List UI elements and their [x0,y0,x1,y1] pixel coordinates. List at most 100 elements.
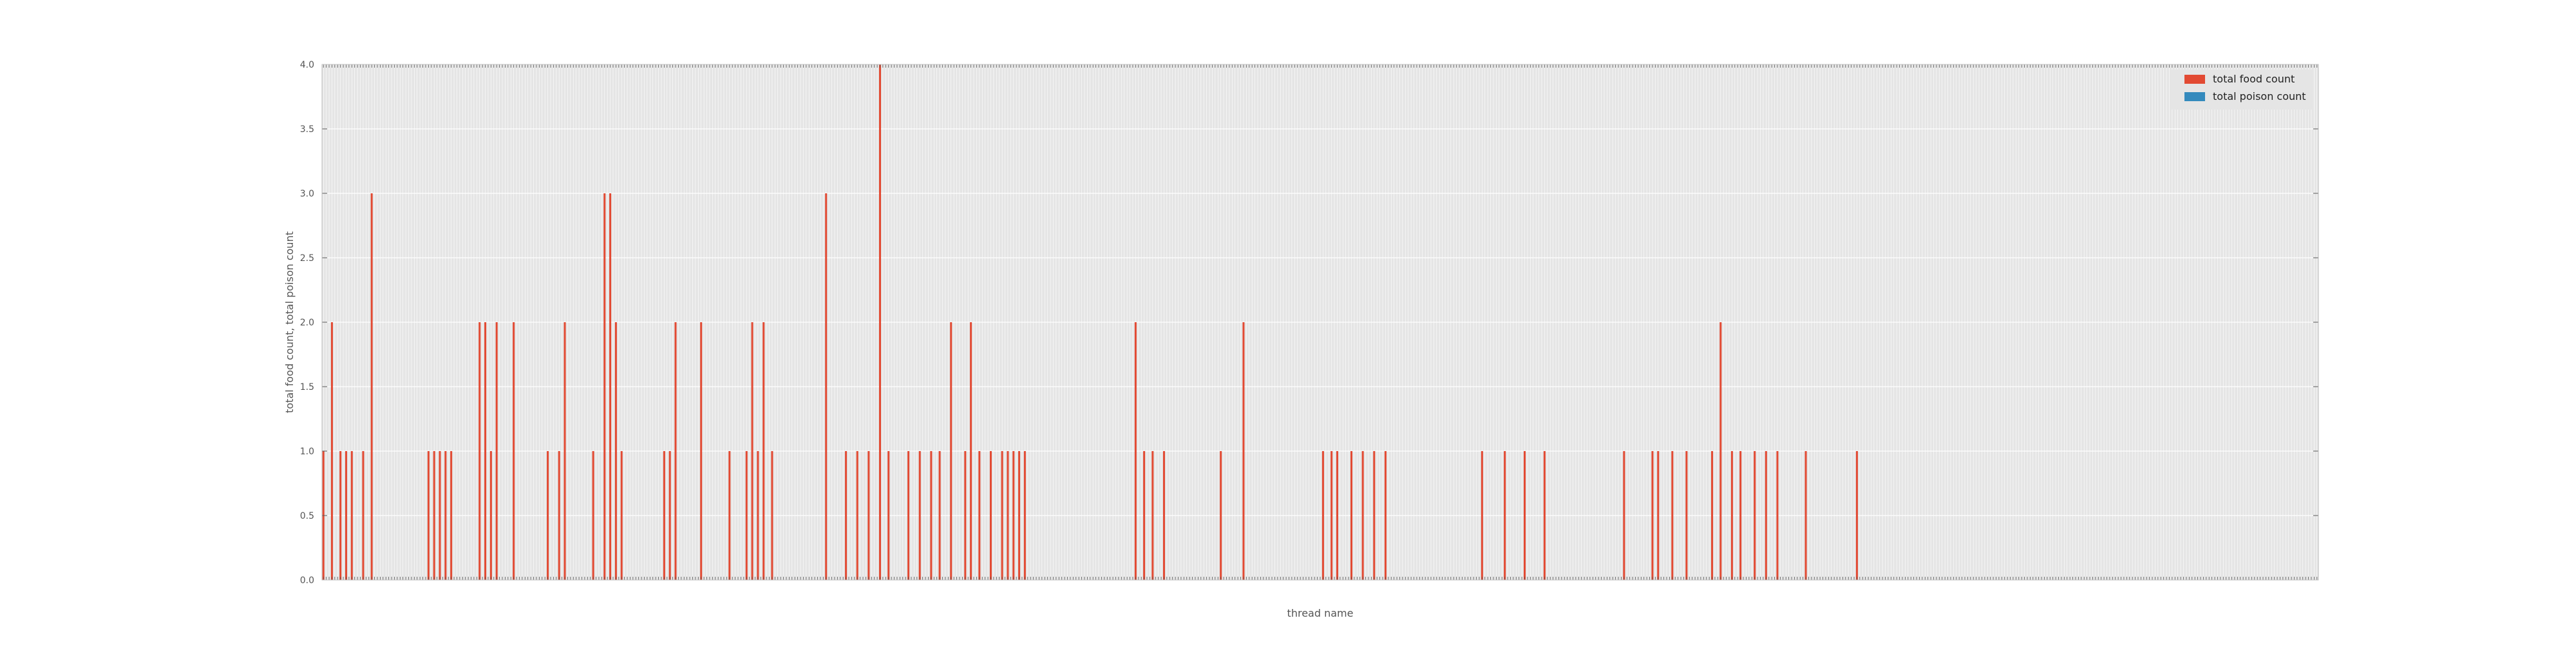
y-tick-label: 4.0 [300,60,314,70]
legend: total food count total poison count [2170,70,2313,110]
bar-food [663,451,665,580]
bar-food [1162,451,1165,580]
bar-food [1023,451,1026,580]
bar-food [989,451,992,580]
bar-food [1754,451,1756,580]
bar-food [751,322,753,580]
bar-food [564,322,566,580]
bar-food [950,322,952,580]
bar-food [513,322,515,580]
bar-food [489,451,492,580]
bar-food [1481,451,1483,580]
y-tick-label: 2.0 [300,318,314,328]
bar-food [1623,451,1625,580]
bar-food [1151,451,1154,580]
bar-food [771,451,773,580]
legend-swatch-food [2184,75,2205,84]
bar-food [1730,451,1733,580]
bar-food [1804,451,1807,580]
bar-food [433,451,435,580]
bar-food [1007,451,1009,580]
bar-food [1143,451,1146,580]
bar-food [1134,322,1137,580]
bar-food [484,322,487,580]
bar-food [970,322,972,580]
bar-food [762,322,765,580]
bar-food [1671,451,1674,580]
bar-food [918,451,921,580]
bar-food [603,193,606,580]
bar-food [439,451,441,580]
bar-food [1543,451,1546,580]
bar-food [1361,451,1364,580]
bar-food [609,193,612,580]
bar-food [478,322,481,580]
bar-food [887,451,890,580]
bar-food [1321,451,1324,580]
bar-food [339,451,342,580]
bar-food [856,451,858,580]
bar-food [1651,451,1654,580]
y-axis: 0.0 0.5 1.0 1.5 2.0 2.5 3.0 3.5 4.0 [300,60,2318,586]
bar-food [620,451,623,580]
bar-food [495,322,498,580]
bar-food [728,451,731,580]
bar-food [938,451,941,580]
bar-food [867,451,870,580]
bar-food [345,451,347,580]
bar-food [1504,451,1506,580]
bar-food [745,451,748,580]
y-tick-label: 0.5 [300,511,314,521]
bar-food [350,451,353,580]
bar-food [1384,451,1387,580]
bar-food [1001,451,1003,580]
bar-food [450,451,453,580]
bar-food [1220,451,1222,580]
bar-food [907,451,910,580]
y-tick-label: 2.5 [300,253,314,264]
bar-food [668,451,671,580]
bar-food [1373,451,1376,580]
bar-food [674,322,677,580]
bar-food [978,451,981,580]
bar-food [930,451,933,580]
bar-food [757,451,759,580]
bar-food [1739,451,1742,580]
legend-swatch-poison [2184,92,2205,101]
plot-frame [321,64,2319,581]
y-tick-label: 1.5 [300,382,314,392]
bar-food [1765,451,1767,580]
bar-food [427,451,430,580]
legend-label-poison: total poison count [2213,90,2306,102]
bar-food [1350,451,1353,580]
y-tick-label: 3.0 [300,189,314,199]
y-tick-label: 3.5 [300,124,314,135]
bar-food [547,451,549,580]
bar-food [1776,451,1779,580]
bar-food [614,322,617,580]
bar-food [330,322,333,580]
bars [322,64,1858,580]
bar-food [1685,451,1688,580]
x-axis [321,64,2319,581]
bar-food [1657,451,1660,580]
bar-food [1523,451,1526,580]
bar-food [1018,451,1021,580]
y-tick-label: 1.0 [300,447,314,457]
bar-food [362,451,365,580]
bar-food [1331,451,1333,580]
bar-food [370,193,373,580]
bar-food [879,64,882,580]
bar-food [964,451,967,580]
y-axis-label: total food count, total poison count [283,231,296,413]
bar-food [825,193,828,580]
bar-food [558,451,560,580]
bar-food [1242,322,1245,580]
bar-food [1336,451,1338,580]
bar-food [1711,451,1714,580]
bar-food [1012,451,1015,580]
legend-label-food: total food count [2213,73,2295,85]
x-axis-label: thread name [1287,607,1354,619]
